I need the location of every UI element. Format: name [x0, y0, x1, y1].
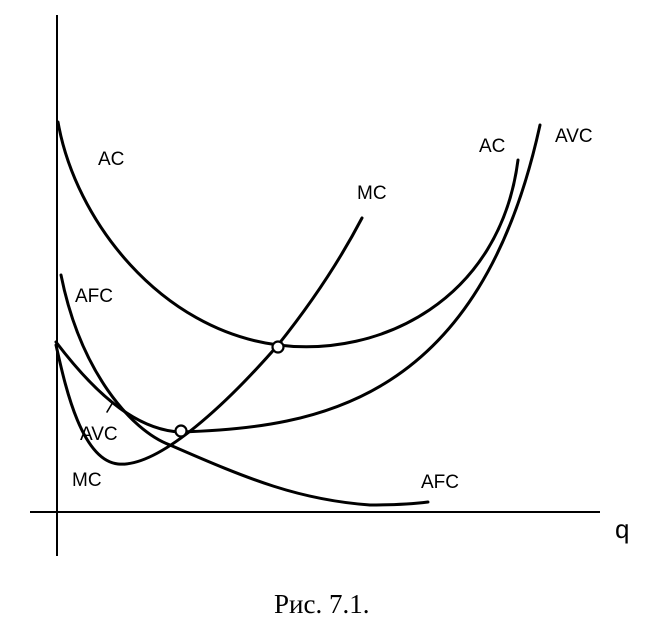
ac-label-left: AC [98, 149, 124, 170]
ac-label-right: AC [479, 136, 505, 157]
mc-label-left: MC [72, 470, 102, 491]
mc-curve [54, 216, 364, 466]
figure-caption: Рис. 7.1. [274, 589, 369, 619]
avc-curve [54, 123, 542, 434]
ac-curve [56, 120, 520, 349]
avc-label-left: AVC [80, 424, 118, 445]
afc-label-right: AFC [421, 472, 459, 493]
mc-label-top: MC [357, 183, 387, 204]
x-axis-label: q [615, 514, 629, 544]
afc-label-left: AFC [75, 286, 113, 307]
mc-ac-intersection-point [271, 340, 285, 354]
mc-avc-intersection-point [174, 424, 188, 438]
avc-label-tick [106, 401, 114, 413]
avc-label-right: AVC [555, 126, 593, 147]
afc-curve [59, 273, 430, 507]
